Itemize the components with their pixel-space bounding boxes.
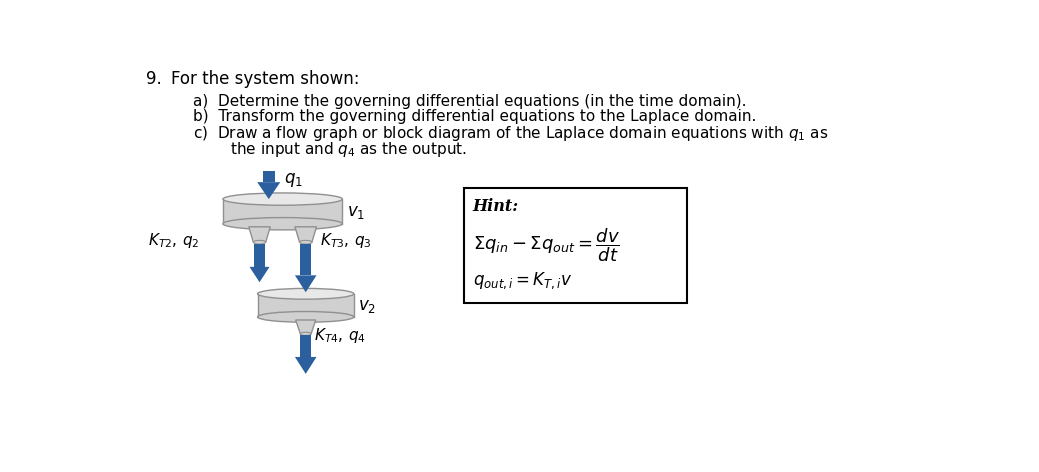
Text: 9.: 9. xyxy=(146,70,162,89)
Text: $q_1$: $q_1$ xyxy=(284,170,303,189)
Ellipse shape xyxy=(223,193,342,205)
Polygon shape xyxy=(295,357,317,374)
Text: $v_1$: $v_1$ xyxy=(347,204,365,221)
Polygon shape xyxy=(263,170,275,182)
Ellipse shape xyxy=(299,240,312,244)
Polygon shape xyxy=(300,244,311,275)
Ellipse shape xyxy=(223,218,342,230)
Polygon shape xyxy=(296,320,316,334)
Text: $v_2$: $v_2$ xyxy=(358,298,376,315)
Polygon shape xyxy=(223,199,342,224)
Polygon shape xyxy=(258,294,354,317)
Polygon shape xyxy=(258,182,281,199)
Text: $K_{T4},\, q_4$: $K_{T4},\, q_4$ xyxy=(314,326,366,345)
Text: c)  Draw a flow graph or block diagram of the Laplace domain equations with $q_1: c) Draw a flow graph or block diagram of… xyxy=(192,125,828,143)
Polygon shape xyxy=(249,267,269,282)
Text: $K_{T2},\, q_2$: $K_{T2},\, q_2$ xyxy=(148,231,199,250)
Text: Hint:: Hint: xyxy=(473,198,518,215)
Text: $\Sigma q_{in} - \Sigma q_{out} = \dfrac{dv}{dt}$: $\Sigma q_{in} - \Sigma q_{out} = \dfrac… xyxy=(473,226,620,264)
Polygon shape xyxy=(295,227,317,242)
Polygon shape xyxy=(295,275,317,292)
Ellipse shape xyxy=(254,240,266,244)
Text: $K_{T3},\, q_3$: $K_{T3},\, q_3$ xyxy=(320,231,371,250)
Ellipse shape xyxy=(300,332,311,336)
Text: the input and $q_4$ as the output.: the input and $q_4$ as the output. xyxy=(207,140,468,159)
Ellipse shape xyxy=(258,288,354,299)
Ellipse shape xyxy=(258,312,354,322)
Text: b)  Transform the governing differential equations to the Laplace domain.: b) Transform the governing differential … xyxy=(192,109,756,124)
Text: $q_{out,i} = K_{T,i}v$: $q_{out,i} = K_{T,i}v$ xyxy=(473,271,572,291)
Text: For the system shown:: For the system shown: xyxy=(171,70,359,89)
Bar xyxy=(463,187,687,303)
Text: a)  Determine the governing differential equations (in the time domain).: a) Determine the governing differential … xyxy=(192,93,746,109)
Polygon shape xyxy=(255,244,265,267)
Polygon shape xyxy=(248,227,270,242)
Polygon shape xyxy=(300,336,311,357)
